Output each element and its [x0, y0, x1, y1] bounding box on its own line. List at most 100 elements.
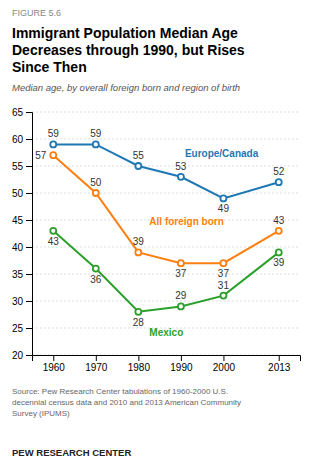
branding: PEW RESEARCH CENTER: [12, 447, 131, 458]
grid-line: [32, 112, 300, 113]
data-label: 29: [175, 290, 187, 301]
data-label: 39: [273, 257, 285, 268]
source: Source: Pew Research Center tabulations …: [12, 387, 241, 418]
data-label: 59: [48, 128, 60, 139]
point: [220, 195, 226, 201]
tick: 1990: [170, 355, 193, 373]
tick-mark: [26, 355, 32, 356]
point: [220, 260, 226, 266]
tick: 25: [12, 323, 32, 334]
y-axis: 20 25 30 35 40 45 50 55 60 65: [12, 107, 33, 361]
tick: 45: [12, 215, 32, 226]
series-label: Mexico: [149, 327, 183, 338]
tick-mark: [26, 166, 32, 167]
tick: 20: [12, 350, 32, 361]
data-label: 43: [48, 236, 60, 247]
tick-label: 2013: [268, 362, 291, 373]
tick-label: 60: [12, 134, 24, 145]
point: [276, 249, 282, 255]
tick-label: 1980: [128, 362, 151, 373]
data-label: 43: [273, 215, 285, 226]
labels: 595955534952Europe/Canada575039373743All…: [35, 128, 285, 338]
tick-mark: [96, 355, 97, 361]
grid-line: [32, 274, 300, 275]
source-line: Source: Pew Research Center tabulations …: [12, 387, 228, 396]
point: [50, 141, 56, 147]
tick: 40: [12, 242, 32, 253]
tick-label: 65: [12, 107, 24, 118]
point: [50, 228, 56, 234]
tick-label: 55: [12, 161, 24, 172]
tick-mark: [26, 247, 32, 248]
line: [53, 231, 278, 312]
tick-mark: [26, 139, 32, 140]
grid-line: [32, 193, 300, 194]
tick-mark: [26, 220, 32, 221]
grid-line: [32, 166, 300, 167]
figure-label: FIGURE 5.6: [12, 8, 61, 18]
tick-label: 50: [12, 188, 24, 199]
tick-label: 1970: [85, 362, 108, 373]
tick-mark: [181, 355, 182, 361]
point: [50, 152, 56, 158]
title: Immigrant Population Median AgeDecreases…: [12, 25, 245, 75]
tick: 30: [12, 296, 32, 307]
tick: 35: [12, 269, 32, 280]
tick-label: 40: [12, 242, 24, 253]
tick-mark: [279, 355, 280, 361]
marks: [50, 141, 281, 314]
data-label: 39: [133, 236, 145, 247]
data-label: 53: [175, 161, 187, 172]
data-label: 36: [90, 274, 102, 285]
tick-mark: [26, 328, 32, 329]
series-label: All foreign born: [149, 216, 223, 227]
tick-label: 35: [12, 269, 24, 280]
tick-label: 30: [12, 296, 24, 307]
data-label: 52: [273, 166, 285, 177]
data-label: 55: [133, 150, 145, 161]
tick-mark: [26, 274, 32, 275]
tick-mark: [26, 193, 32, 194]
tick: 55: [12, 161, 32, 172]
tick-label: 1960: [43, 362, 66, 373]
grid-line: [32, 301, 300, 302]
point: [178, 303, 184, 309]
chart-svg: FIGURE 5.6 Immigrant Population Median Ag…: [0, 0, 310, 473]
data-label: 31: [218, 280, 230, 291]
point: [178, 260, 184, 266]
point: [178, 174, 184, 180]
tick: 60: [12, 134, 32, 145]
tick-mark: [138, 355, 139, 361]
axis-line: [33, 356, 301, 362]
tick: 1970: [85, 355, 108, 373]
source-line: decennial census data and 2010 and 2013 …: [12, 398, 241, 407]
tick: 2013: [268, 355, 291, 373]
tick-label: 1990: [170, 362, 193, 373]
tick-label: 20: [12, 350, 24, 361]
grid-line: [32, 139, 300, 140]
tick: 1980: [128, 355, 151, 373]
tick-label: 25: [12, 323, 24, 334]
tick: 65: [12, 107, 32, 118]
axis-line: [26, 113, 33, 356]
tick-mark: [53, 355, 54, 361]
point: [276, 179, 282, 185]
tick-mark: [26, 301, 32, 302]
tick: 50: [12, 188, 32, 199]
point: [93, 190, 99, 196]
point: [93, 266, 99, 272]
data-label: 28: [133, 317, 145, 328]
point: [93, 141, 99, 147]
tick-mark: [223, 355, 224, 361]
title-line: Immigrant Population Median Age: [12, 25, 238, 41]
plot: 20 25 30 35 40 45 50 55 60 65 1960 1970 1980 1990 2000…: [12, 107, 301, 373]
point: [135, 249, 141, 255]
title-line: Since Then: [12, 59, 87, 75]
tick-label: 2000: [213, 362, 236, 373]
point: [135, 163, 141, 169]
point: [135, 309, 141, 315]
data-label: 37: [175, 268, 187, 279]
point: [220, 293, 226, 299]
tick-mark: [26, 112, 32, 113]
tick: 1960: [43, 355, 66, 373]
